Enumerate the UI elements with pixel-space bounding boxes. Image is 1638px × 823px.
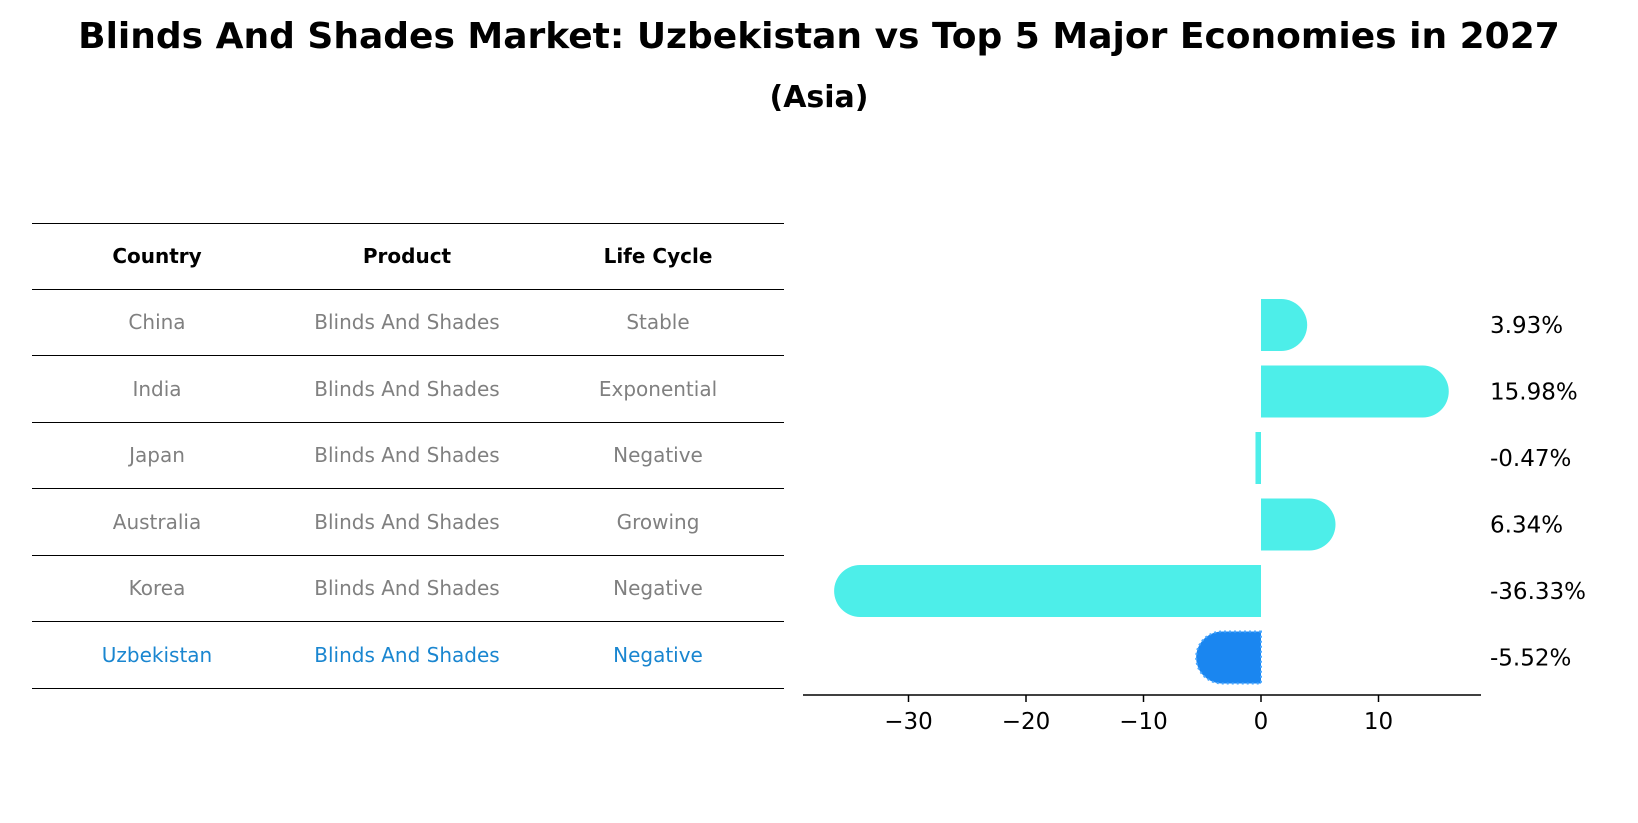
x-tick-label: −20 [1002,709,1051,735]
product-cell: Blinds And Shades [314,642,500,667]
value-label: 15.98% [1490,380,1578,406]
table-row: Japan Blinds And Shades Negative [32,423,784,489]
product-cell: Blinds And Shades [314,576,500,601]
product-cell: Blinds And Shades [314,509,500,534]
bar [1261,299,1308,351]
header-life-cycle: Life Cycle [603,244,713,269]
bar [1261,365,1449,418]
value-label: 3.93% [1490,313,1563,339]
life-cycle-cell: Negative [613,443,703,468]
country-cell: India [132,376,182,401]
table-row: Australia Blinds And Shades Growing [32,489,784,556]
country-cell: Korea [128,576,186,601]
table-row: Korea Blinds And Shades Negative [32,556,784,622]
bar [1255,432,1261,484]
value-label: -0.47% [1490,446,1571,472]
x-tick-label: 10 [1364,709,1393,735]
life-cycle-cell: Growing [616,509,700,534]
header-product: Product [362,244,452,269]
life-cycle-cell: Negative [613,642,703,667]
product-cell: Blinds And Shades [314,443,500,468]
x-tick-label: −30 [884,709,933,735]
country-cell: Japan [129,443,185,468]
highlighted-bar [1195,630,1262,685]
comparison-table: Country Product Life Cycle China Blinds … [32,223,784,689]
table-row: India Blinds And Shades Exponential [32,356,784,423]
table-row: China Blinds And Shades Stable [32,290,784,356]
life-cycle-cell: Exponential [598,376,718,401]
x-tick-label: −10 [1119,709,1168,735]
value-label: -5.52% [1490,646,1571,672]
header-country: Country [112,244,202,269]
value-label: 6.34% [1490,513,1563,539]
life-cycle-cell: Stable [626,310,690,335]
bar [834,565,1261,617]
country-cell: Australia [112,509,202,534]
value-label: -36.33% [1490,579,1586,605]
table-row-highlighted: Uzbekistan Blinds And Shades Negative [32,622,784,689]
chart-subtitle: (Asia) [769,80,869,115]
country-cell: Uzbekistan [101,642,213,667]
country-cell: China [128,310,186,335]
table-header-row: Country Product Life Cycle [32,223,784,290]
chart-title: Blinds And Shades Market: Uzbekistan vs … [78,16,1560,57]
product-cell: Blinds And Shades [314,376,500,401]
bar [1261,498,1336,551]
life-cycle-cell: Negative [613,576,703,601]
product-cell: Blinds And Shades [314,310,500,335]
x-tick-label: 0 [1254,709,1269,735]
